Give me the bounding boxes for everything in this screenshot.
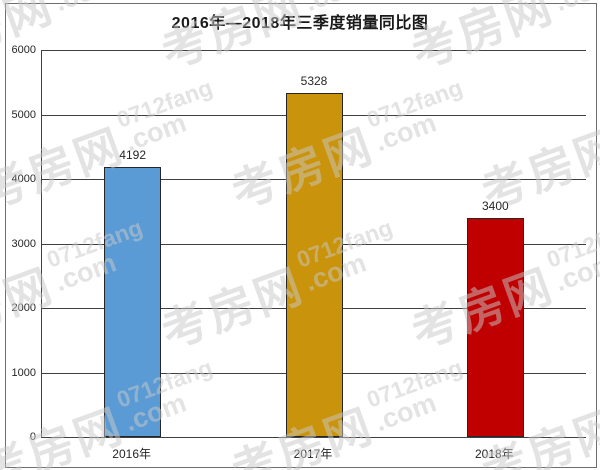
y-tick-label: 4000 xyxy=(11,173,36,185)
bar-value-label: 4192 xyxy=(119,147,147,162)
bar-2018年 xyxy=(466,217,524,437)
y-tick-label: 1000 xyxy=(11,366,36,379)
chart-title: 2016年—2018年三季度销量同比图 xyxy=(171,15,429,32)
y-tick-label: 2000 xyxy=(11,302,36,314)
y-tick-label: 5000 xyxy=(11,108,36,121)
gridline-6000 xyxy=(42,50,586,51)
bar-value-label: 5328 xyxy=(300,74,328,89)
y-tick-label: 3000 xyxy=(11,237,36,250)
x-tick-label: 2017年 xyxy=(293,447,333,461)
bar-2017年 xyxy=(285,93,343,437)
x-tick-label: 2018年 xyxy=(474,447,514,461)
y-tick-label: 6000 xyxy=(11,44,36,56)
plot-area: 4192 5328 3400 xyxy=(41,50,586,438)
x-tick-label: 2016年 xyxy=(112,447,152,461)
bar-2016年 xyxy=(104,166,162,437)
y-tick-label: 0 xyxy=(29,431,36,443)
bar-value-label: 3400 xyxy=(481,198,509,213)
